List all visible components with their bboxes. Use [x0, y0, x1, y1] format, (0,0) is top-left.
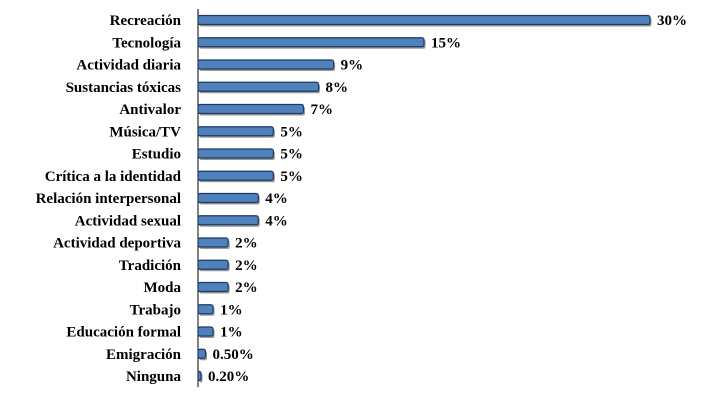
value-label: 0.50%: [213, 347, 254, 363]
bar: [197, 215, 259, 226]
category-label: Estudio: [132, 147, 181, 163]
category-label: Actividad diaria: [76, 58, 181, 74]
value-label: 15%: [431, 35, 461, 51]
category-label: Crítica a la identidad: [45, 169, 182, 185]
bar: [197, 259, 229, 270]
bar: [197, 192, 259, 204]
category-label: Sustancias tóxicas: [66, 80, 182, 96]
bar: [197, 237, 229, 248]
value-label: 2%: [235, 236, 258, 252]
category-label: Tradición: [119, 258, 182, 274]
value-label: 30%: [657, 13, 687, 29]
category-label: Tecnología: [112, 35, 181, 51]
value-label: 7%: [310, 102, 333, 118]
category-label: Educación formal: [66, 325, 181, 341]
bar: [197, 59, 335, 70]
category-label: Trabajo: [130, 302, 181, 318]
value-label: 5%: [280, 169, 303, 185]
category-labels: Recreación Tecnología Actividad diaria Sust…: [36, 13, 182, 385]
bar: [197, 170, 274, 181]
value-label: 4%: [265, 191, 288, 207]
bar: [197, 304, 214, 315]
bar: [197, 370, 202, 382]
value-label: 2%: [235, 280, 258, 296]
category-label: Música/TV: [109, 124, 181, 140]
category-label: Relación interpersonal: [36, 191, 181, 207]
bars: [197, 14, 652, 383]
value-label: 2%: [235, 258, 258, 274]
bar: [197, 126, 274, 137]
category-label: Emigración: [106, 347, 182, 363]
category-label: Moda: [144, 280, 182, 296]
bar: [197, 281, 229, 293]
category-label: Recreación: [110, 13, 182, 29]
value-label: 1%: [220, 325, 243, 341]
bar: [197, 103, 305, 115]
value-label: 5%: [280, 124, 303, 140]
bar: [197, 81, 320, 92]
bar: [197, 148, 274, 159]
value-label: 1%: [220, 302, 243, 318]
category-label: Actividad deportiva: [53, 236, 181, 252]
category-label: Antivalor: [119, 102, 181, 118]
bar: [197, 348, 207, 359]
value-label: 0.20%: [208, 369, 249, 385]
value-label: 8%: [326, 80, 349, 96]
value-label: 4%: [265, 213, 288, 229]
value-labels: 30% 15% 9% 8% 7% 5% 5% 5% 4% 4% 2% 2% 2% 1% 1% 0.50% 0.2…: [208, 13, 687, 385]
value-label: 9%: [341, 58, 364, 74]
bar: [197, 14, 651, 26]
bar: [197, 326, 214, 337]
value-label: 5%: [280, 147, 303, 163]
category-label: Actividad sexual: [75, 213, 181, 229]
category-label: Ninguna: [126, 369, 182, 385]
bar: [197, 37, 425, 48]
